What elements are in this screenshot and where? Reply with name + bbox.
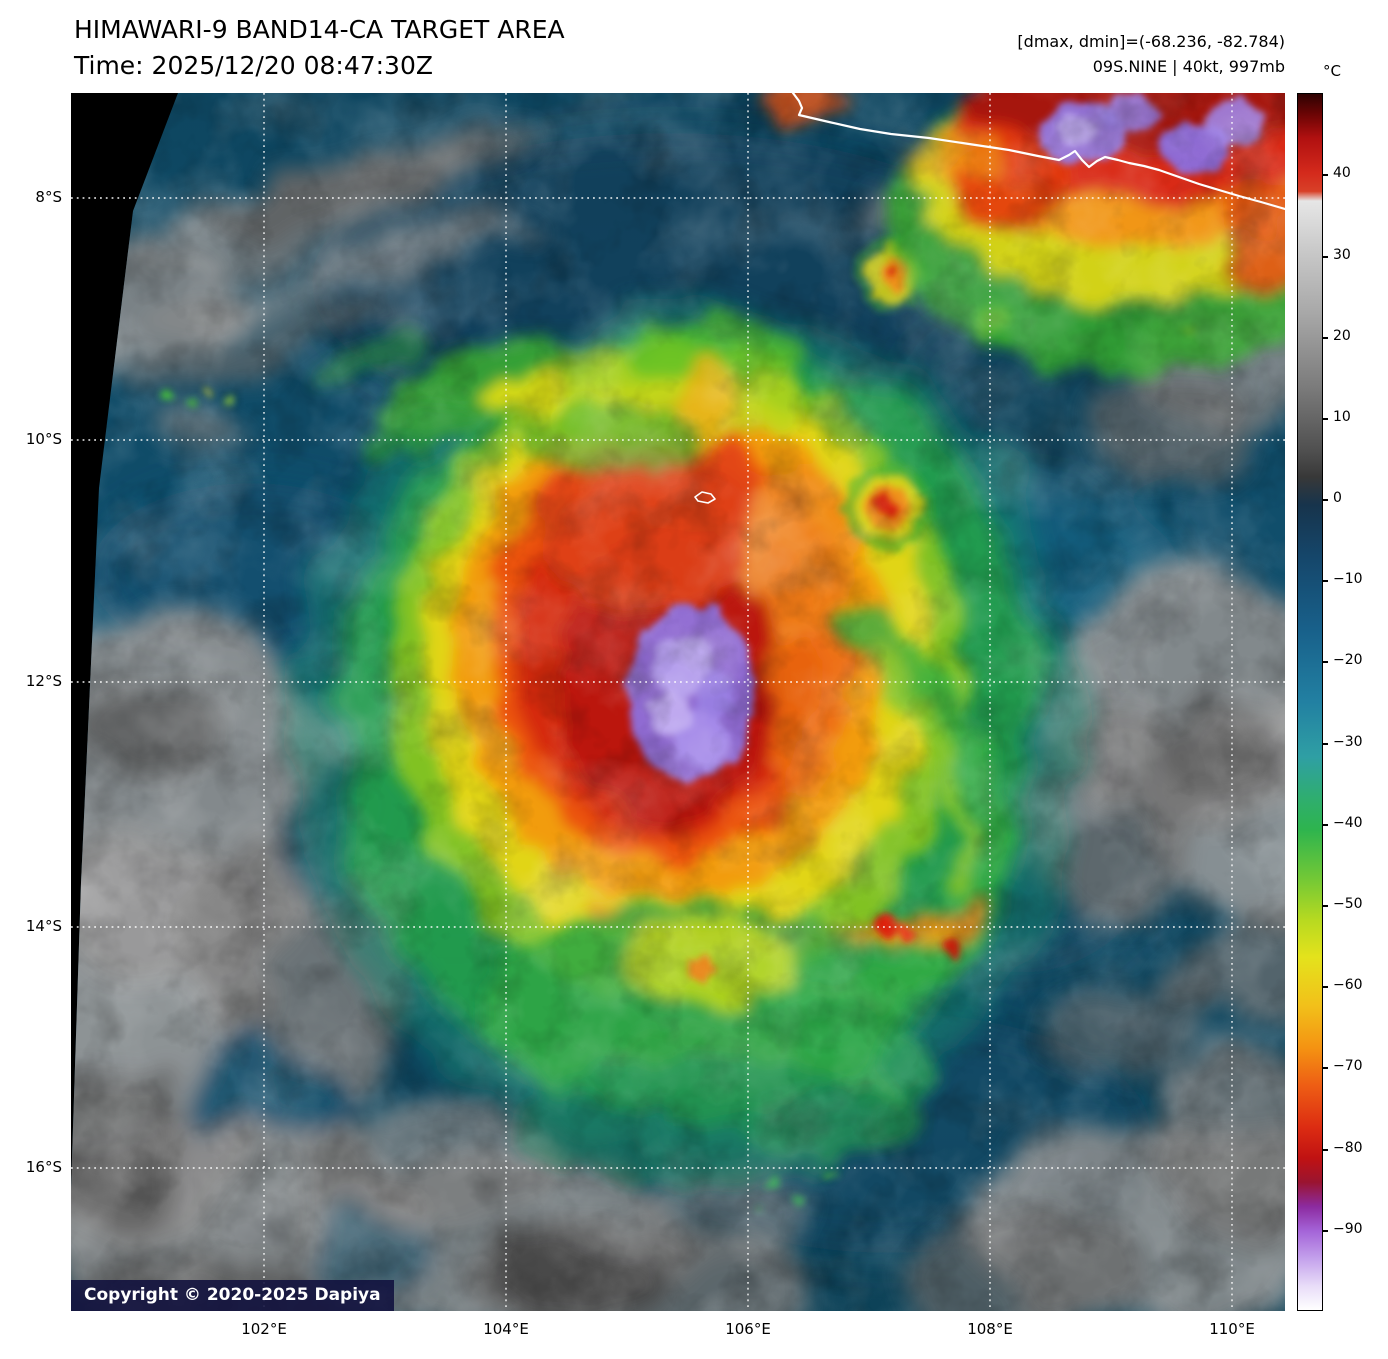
christmas-island-outline bbox=[694, 491, 716, 504]
java-coastline bbox=[791, 93, 1285, 211]
graticule-grid bbox=[71, 93, 1285, 1311]
colorbar-tick-label: 0 bbox=[1322, 490, 1342, 506]
lon-tick-label: 106°E bbox=[725, 1320, 771, 1338]
lat-tick-label: 8°S bbox=[35, 188, 62, 206]
colorbar-tick-label: −10 bbox=[1322, 571, 1363, 587]
colorbar-tick-label: −20 bbox=[1322, 652, 1363, 668]
colorbar-tick-label: −70 bbox=[1322, 1058, 1363, 1074]
lon-tick-label: 110°E bbox=[1209, 1320, 1255, 1338]
lat-tick-label: 16°S bbox=[25, 1158, 62, 1176]
lat-tick-label: 10°S bbox=[25, 430, 62, 448]
colorbar-tick-label: 30 bbox=[1322, 247, 1351, 263]
copyright-badge: Copyright © 2020-2025 Dapiya bbox=[71, 1280, 394, 1311]
storm-id-intensity: 09S.NINE | 40kt, 997mb bbox=[1092, 56, 1285, 76]
coastline-layer bbox=[694, 93, 1285, 504]
data-swath bbox=[71, 93, 1285, 1311]
colorbar-tick-label: 40 bbox=[1322, 165, 1351, 181]
colorbar-tick-label: −90 bbox=[1322, 1221, 1363, 1237]
lat-tick-label: 14°S bbox=[25, 917, 62, 935]
colorbar-tick-label: 10 bbox=[1322, 409, 1351, 425]
colorbar-tick-label: −40 bbox=[1322, 815, 1363, 831]
lon-tick-label: 108°E bbox=[967, 1320, 1013, 1338]
dmax-dmin-readout: [dmax, dmin]=(-68.236, -82.784) bbox=[1017, 32, 1285, 51]
colorbar-unit-label: °C bbox=[1323, 62, 1341, 80]
colorbar-tick-label: 20 bbox=[1322, 328, 1351, 344]
lon-tick-label: 102°E bbox=[241, 1320, 287, 1338]
lon-tick-label: 104°E bbox=[483, 1320, 529, 1338]
temperature-colorbar bbox=[1297, 93, 1323, 1311]
lat-tick-label: 12°S bbox=[25, 672, 62, 690]
storm-info-block: [dmax, dmin]=(-68.236, -82.784) 09S.NINE… bbox=[1017, 30, 1285, 80]
colorbar-tick-label: −30 bbox=[1322, 734, 1363, 750]
colorbar-tick-label: −60 bbox=[1322, 977, 1363, 993]
satellite-ir-image bbox=[71, 93, 1285, 1311]
page-title: HIMAWARI-9 BAND14-CA TARGET AREA bbox=[74, 15, 565, 44]
satellite-map-area: Copyright © 2020-2025 Dapiya bbox=[71, 93, 1285, 1311]
colorbar-tick-label: −50 bbox=[1322, 896, 1363, 912]
texture-noise-dark bbox=[71, 93, 1285, 1311]
timestamp: Time: 2025/12/20 08:47:30Z bbox=[74, 51, 433, 80]
colorbar-tick-label: −80 bbox=[1322, 1140, 1363, 1156]
